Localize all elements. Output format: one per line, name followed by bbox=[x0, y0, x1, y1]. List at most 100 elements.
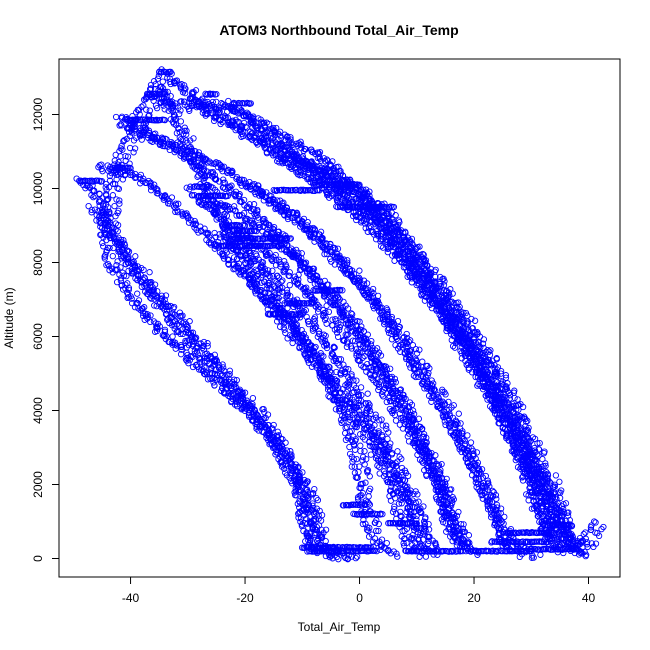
data-point bbox=[321, 158, 329, 165]
data-point bbox=[140, 96, 148, 103]
data-point bbox=[233, 402, 241, 410]
data-point bbox=[100, 243, 107, 250]
data-point bbox=[150, 97, 157, 104]
plot-points bbox=[73, 66, 607, 563]
data-point bbox=[535, 452, 542, 460]
data-point bbox=[502, 372, 510, 379]
data-point bbox=[169, 333, 176, 340]
data-point bbox=[257, 116, 264, 123]
data-point bbox=[195, 366, 203, 373]
data-point bbox=[192, 362, 200, 369]
data-point bbox=[144, 311, 151, 318]
data-point bbox=[154, 320, 162, 328]
data-point bbox=[493, 355, 500, 362]
data-point bbox=[116, 271, 123, 278]
data-point bbox=[117, 121, 124, 128]
data-point bbox=[104, 260, 112, 268]
data-point bbox=[138, 305, 145, 312]
data-point bbox=[323, 156, 330, 163]
data-point bbox=[485, 348, 493, 355]
data-point bbox=[114, 184, 121, 192]
data-point bbox=[207, 375, 214, 382]
data-point bbox=[273, 124, 280, 132]
data-point bbox=[124, 124, 131, 131]
data-point bbox=[296, 141, 303, 148]
data-point bbox=[109, 252, 116, 260]
data-point bbox=[163, 332, 170, 340]
data-point bbox=[238, 176, 245, 183]
data-point bbox=[455, 299, 462, 306]
data-point bbox=[211, 382, 218, 389]
data-point bbox=[109, 192, 117, 199]
data-point bbox=[147, 81, 155, 89]
data-point bbox=[115, 207, 122, 214]
data-point bbox=[105, 195, 112, 203]
data-point bbox=[181, 85, 189, 92]
data-point bbox=[117, 277, 125, 284]
data-point bbox=[111, 157, 118, 164]
data-point bbox=[143, 106, 150, 113]
data-point bbox=[556, 494, 564, 502]
data-point bbox=[582, 529, 589, 536]
data-point bbox=[208, 160, 215, 167]
data-point bbox=[154, 325, 161, 332]
data-point bbox=[529, 434, 537, 441]
data-point bbox=[480, 336, 488, 343]
data-point bbox=[171, 341, 179, 348]
data-point bbox=[212, 105, 220, 113]
data-point bbox=[186, 107, 193, 114]
data-point bbox=[106, 244, 113, 252]
y-axis-label: Altitude (m) bbox=[2, 287, 16, 348]
data-point bbox=[116, 197, 123, 204]
data-point bbox=[524, 428, 532, 435]
data-point bbox=[181, 98, 188, 105]
data-point bbox=[140, 102, 147, 109]
data-point bbox=[126, 160, 133, 167]
data-point bbox=[304, 218, 311, 226]
data-point bbox=[210, 160, 218, 167]
data-point bbox=[112, 113, 120, 121]
data-point bbox=[111, 202, 118, 210]
data-point bbox=[441, 278, 448, 285]
data-point bbox=[112, 266, 119, 273]
data-point bbox=[119, 146, 126, 153]
data-point bbox=[121, 136, 128, 144]
data-point bbox=[209, 107, 216, 114]
data-point bbox=[591, 518, 598, 525]
data-point bbox=[161, 328, 169, 335]
data-point bbox=[455, 410, 462, 417]
data-point bbox=[114, 266, 121, 273]
data-point bbox=[109, 180, 117, 188]
data-point bbox=[542, 462, 549, 470]
data-point bbox=[182, 89, 189, 97]
data-point bbox=[125, 128, 133, 136]
data-point bbox=[367, 451, 375, 458]
data-point bbox=[209, 98, 216, 106]
data-point bbox=[310, 234, 317, 241]
data-point bbox=[134, 300, 141, 307]
data-point bbox=[580, 530, 587, 538]
data-point bbox=[497, 367, 505, 375]
data-point bbox=[197, 359, 204, 366]
data-point bbox=[229, 168, 236, 175]
data-point bbox=[116, 122, 123, 129]
data-point bbox=[225, 97, 232, 105]
data-point bbox=[130, 137, 138, 144]
data-point bbox=[113, 196, 120, 203]
data-point bbox=[471, 317, 479, 324]
data-point bbox=[422, 553, 430, 560]
data-point bbox=[161, 326, 169, 334]
data-point bbox=[152, 81, 159, 88]
data-point bbox=[113, 176, 120, 183]
data-point bbox=[519, 477, 527, 484]
data-point bbox=[502, 374, 510, 381]
chart-title: ATOM3 Northbound Total_Air_Temp bbox=[219, 22, 458, 38]
data-point bbox=[537, 551, 544, 558]
data-point bbox=[352, 554, 359, 562]
data-point bbox=[118, 122, 125, 129]
data-point bbox=[255, 427, 262, 434]
data-point bbox=[117, 264, 124, 271]
data-point bbox=[118, 282, 126, 289]
data-point bbox=[103, 197, 110, 204]
